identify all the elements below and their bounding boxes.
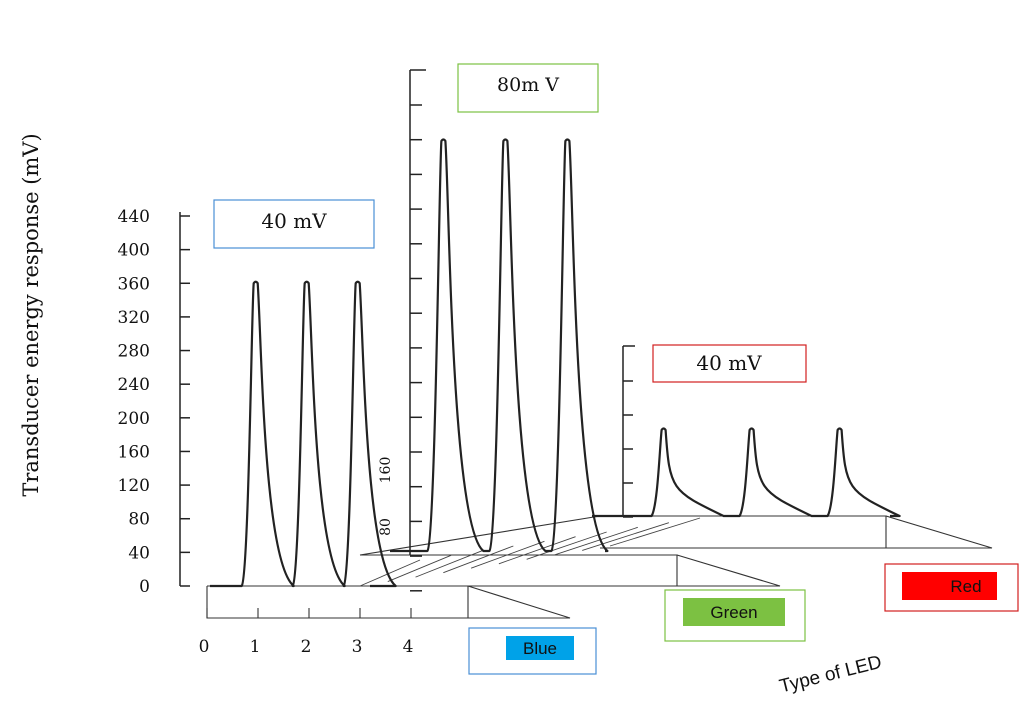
scale-box-green: 80m V bbox=[457, 63, 599, 113]
scale-box-red: 40 mV bbox=[652, 344, 807, 383]
peak-series-red bbox=[592, 427, 901, 518]
green-axis-tick-label: 80 bbox=[378, 518, 394, 536]
y-tick-label: 280 bbox=[118, 342, 150, 362]
y-tick-label: 400 bbox=[118, 241, 150, 261]
hatch-line bbox=[470, 540, 545, 569]
x-tick-label: 4 bbox=[403, 637, 414, 657]
hatch-line bbox=[554, 526, 638, 556]
hatch-line bbox=[387, 554, 452, 582]
y-tick-label: 40 bbox=[128, 543, 150, 563]
scale-label-green: 80m V bbox=[497, 74, 559, 96]
led-label-red-text: Red bbox=[950, 577, 981, 596]
scale-box-blue: 40 mV bbox=[213, 199, 375, 249]
peak-curves bbox=[210, 138, 901, 588]
y-tick-label: 120 bbox=[118, 476, 150, 496]
hatch-line bbox=[609, 517, 701, 547]
scale-label-red: 40 mV bbox=[696, 351, 762, 375]
led-label-red: Red bbox=[884, 563, 1019, 612]
led-label-green-text: Green bbox=[710, 603, 757, 622]
scale-label-blue: 40 mV bbox=[261, 209, 327, 233]
y-tick-label: 440 bbox=[118, 207, 150, 227]
hatch-line bbox=[526, 531, 607, 560]
peak-series-green bbox=[390, 138, 609, 553]
floor-3d bbox=[206, 515, 993, 619]
y-tick-label: 0 bbox=[139, 577, 150, 597]
green-axis: 160 80 bbox=[378, 69, 426, 592]
x-tick-label: 1 bbox=[250, 637, 261, 657]
peak-series-blue bbox=[210, 280, 397, 588]
x-tick-label: 2 bbox=[301, 637, 312, 657]
x-tick-label: 3 bbox=[352, 637, 363, 657]
led-label-blue-text: Blue bbox=[523, 639, 557, 658]
y-tick-label: 320 bbox=[118, 308, 150, 328]
hatch-line bbox=[498, 536, 576, 565]
green-axis-tick-label: 160 bbox=[378, 457, 394, 484]
x-axis-title: Type of LED bbox=[777, 652, 884, 698]
hatch-line bbox=[443, 545, 514, 574]
hatch-line bbox=[415, 550, 483, 578]
y-tick-label: 80 bbox=[128, 510, 150, 530]
y-tick-label: 200 bbox=[118, 409, 150, 429]
led-label-blue: Blue bbox=[468, 627, 597, 675]
hatch-line bbox=[359, 559, 421, 587]
y-tick-label: 240 bbox=[118, 375, 150, 395]
x-tick-label: 0 bbox=[199, 637, 210, 657]
floor-hatching bbox=[359, 517, 701, 587]
hatch-line bbox=[582, 522, 670, 551]
y-tick-label: 160 bbox=[118, 442, 150, 462]
led-label-green: Green bbox=[664, 589, 806, 642]
red-axis bbox=[622, 345, 635, 518]
y-tick-label: 360 bbox=[118, 274, 150, 294]
x-axis: 0 1 2 3 4 bbox=[199, 608, 414, 657]
y-axis-title: Transducer energy response (mV) bbox=[19, 133, 43, 496]
